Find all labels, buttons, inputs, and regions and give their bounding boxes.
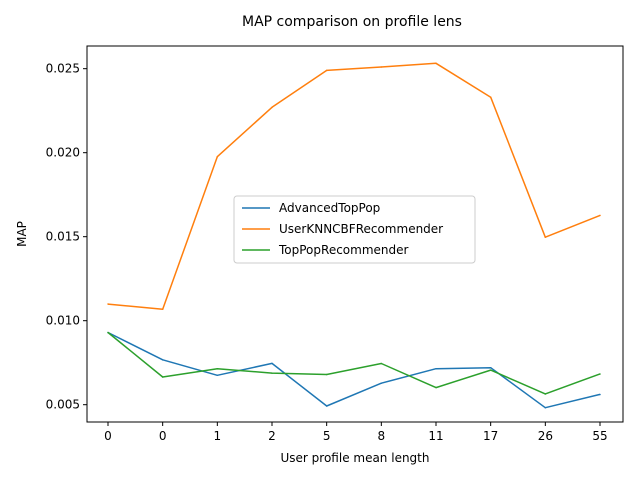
data-point-advancedtoppop xyxy=(325,405,328,407)
data-point-toppoprecommender xyxy=(489,369,492,371)
data-point-toppoprecommender xyxy=(161,376,164,378)
x-tick-label: 2 xyxy=(268,429,276,443)
x-tick-label: 0 xyxy=(159,429,167,443)
data-point-userknncbfrecommender xyxy=(544,236,547,238)
data-point-advancedtoppop xyxy=(271,362,273,365)
legend-label: TopPopRecommender xyxy=(278,243,409,257)
y-tick-label: 0.020 xyxy=(46,146,80,160)
x-tick-label: 1 xyxy=(214,429,222,443)
data-point-advancedtoppop xyxy=(599,393,601,396)
legend-label: AdvancedTopPop xyxy=(279,201,380,215)
x-tick-label: 5 xyxy=(323,429,331,443)
x-tick-label: 55 xyxy=(592,429,607,443)
legend-label: UserKNNCBFRecommender xyxy=(279,222,443,236)
data-point-userknncbfrecommender xyxy=(325,69,328,72)
data-point-advancedtoppop xyxy=(489,366,492,369)
x-axis-ticks: 0 0 1 2 5 8 11 17 26 55 xyxy=(104,422,608,443)
data-point-advancedtoppop xyxy=(161,359,164,361)
x-tick-label: 8 xyxy=(378,429,386,443)
data-point-toppoprecommender xyxy=(599,373,601,375)
y-tick-label: 0.015 xyxy=(46,230,80,244)
data-point-advancedtoppop xyxy=(380,382,383,384)
data-point-userknncbfrecommender xyxy=(380,66,383,68)
data-point-userknncbfrecommender xyxy=(216,155,219,158)
series-line-toppoprecommender xyxy=(107,331,601,395)
data-point-userknncbfrecommender xyxy=(489,96,492,98)
y-tick-label: 0.010 xyxy=(46,314,80,328)
data-point-toppoprecommender xyxy=(216,367,219,370)
data-point-userknncbfrecommender xyxy=(161,308,164,311)
data-point-toppoprecommender xyxy=(544,393,547,395)
series-line-userknncbfrecommender xyxy=(107,62,601,311)
x-axis-label: User profile mean length xyxy=(281,451,430,465)
x-tick-label: 0 xyxy=(104,429,112,443)
chart-title: MAP comparison on profile lens xyxy=(242,14,462,30)
data-point-toppoprecommender xyxy=(435,386,437,389)
data-point-advancedtoppop xyxy=(216,374,219,377)
legend-frame xyxy=(233,195,476,264)
data-point-toppoprecommender xyxy=(271,372,273,374)
data-point-userknncbfrecommender xyxy=(271,106,273,109)
y-tick-label: 0.025 xyxy=(46,62,80,76)
data-point-toppoprecommender xyxy=(380,362,383,365)
data-point-toppoprecommender xyxy=(107,331,109,334)
data-point-advancedtoppop xyxy=(435,367,437,370)
legend: AdvancedTopPop UserKNNCBFRecommender TopPo… xyxy=(233,195,476,264)
series-line-advancedtoppop xyxy=(107,331,601,409)
y-axis-label: MAP xyxy=(15,221,29,247)
x-tick-label: 26 xyxy=(538,429,553,443)
x-tick-label: 17 xyxy=(483,429,498,443)
data-point-userknncbfrecommender xyxy=(107,303,109,305)
data-point-toppoprecommender xyxy=(325,373,328,376)
y-axis-ticks: 0.005 0.010 0.015 0.020 0.025 xyxy=(46,62,87,412)
x-tick-label: 11 xyxy=(428,429,443,443)
series-lines xyxy=(107,62,601,409)
data-point-userknncbfrecommender xyxy=(599,214,601,217)
data-point-userknncbfrecommender xyxy=(435,62,437,65)
data-point-advancedtoppop xyxy=(544,406,547,409)
y-tick-label: 0.005 xyxy=(46,398,80,412)
plot-frame xyxy=(86,45,624,423)
